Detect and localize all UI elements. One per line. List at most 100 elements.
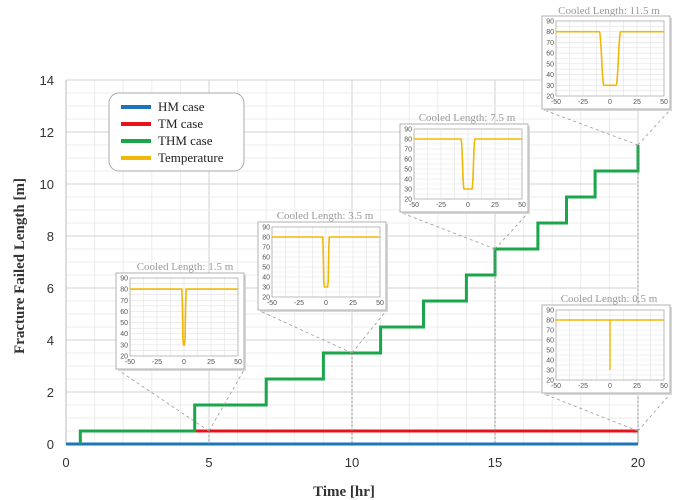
inset-y-tick: 40 xyxy=(546,358,554,365)
inset-y-tick: 80 xyxy=(262,235,270,242)
inset-x-tick: 50 xyxy=(376,300,384,307)
inset-y-tick: 70 xyxy=(404,147,412,154)
y-axis-title: Fracture Failed Length [m] xyxy=(12,178,28,354)
inset-chart: Cooled Length: 1.5 m 20 30 40 50 60 70 80 90 -50 -… xyxy=(115,261,246,371)
inset-title: Cooled Length: 1.5 m xyxy=(137,261,234,273)
inset-x-tick: 0 xyxy=(182,359,186,366)
leader-line xyxy=(637,109,671,146)
inset-x-tick: -50 xyxy=(125,359,135,366)
inset-y-tick: 50 xyxy=(546,348,554,355)
inset-y-tick: 60 xyxy=(546,338,554,345)
y-tick-label: 2 xyxy=(47,385,54,400)
inset-y-tick: 40 xyxy=(262,275,270,282)
inset-plot-area xyxy=(413,128,523,200)
inset-y-tick: 90 xyxy=(546,308,554,315)
inset-x-tick: -50 xyxy=(551,383,561,390)
inset-y-tick: 60 xyxy=(120,309,128,316)
inset-y-tick: 90 xyxy=(404,127,412,134)
insets: Cooled Length: 1.5 m 20 30 40 50 60 70 80 90 -50 -… xyxy=(115,5,672,395)
inset-x-tick: 25 xyxy=(633,99,641,106)
inset-title: Cooled Length: 0.5 m xyxy=(561,293,658,305)
leader-line xyxy=(543,109,639,146)
inset-y-tick: 80 xyxy=(546,29,554,36)
legend-box xyxy=(108,92,245,172)
inset-chart: Cooled Length: 7.5 m 20 30 40 50 60 70 80 90 -50 -… xyxy=(399,112,530,214)
inset-plot-area xyxy=(555,309,665,381)
inset-y-tick: 40 xyxy=(546,72,554,79)
inset-y-tick: 50 xyxy=(546,61,554,68)
leader-line xyxy=(401,212,496,250)
inset-x-tick: -25 xyxy=(152,359,162,366)
inset-x-tick: 25 xyxy=(633,383,641,390)
x-tick-label: 15 xyxy=(488,455,502,470)
inset-y-tick: 20 xyxy=(546,94,554,101)
leader-line xyxy=(259,310,353,354)
inset-y-tick: 70 xyxy=(262,245,270,252)
inset-x-tick: -25 xyxy=(578,383,588,390)
x-tick-label: 0 xyxy=(62,455,69,470)
inset-x-tick: -25 xyxy=(578,99,588,106)
y-tick-label: 0 xyxy=(47,437,54,452)
inset-y-tick: 30 xyxy=(404,187,412,194)
inset-y-tick: 60 xyxy=(546,51,554,58)
inset-y-tick: 70 xyxy=(546,40,554,47)
legend-label: THM case xyxy=(158,133,213,148)
y-tick-label: 6 xyxy=(47,281,54,296)
inset-title: Cooled Length: 11.5 m xyxy=(558,5,660,17)
inset-title: Cooled Length: 3.5 m xyxy=(277,210,374,222)
x-tick-label: 20 xyxy=(631,455,645,470)
inset-x-tick: 25 xyxy=(349,300,357,307)
inset-plot-area xyxy=(555,20,665,97)
inset-x-tick: 25 xyxy=(491,202,499,209)
inset-plot-area xyxy=(271,226,381,298)
y-tick-label: 12 xyxy=(40,125,54,140)
inset-x-tick: 0 xyxy=(608,99,612,106)
inset-x-tick: 0 xyxy=(466,202,470,209)
inset-y-tick: 50 xyxy=(120,320,128,327)
inset-y-tick: 30 xyxy=(262,285,270,292)
inset-chart: Cooled Length: 0.5 m 20 30 40 50 60 70 80 90 -50 -… xyxy=(541,293,672,395)
y-tick-label: 10 xyxy=(40,177,54,192)
inset-y-tick: 60 xyxy=(404,157,412,164)
x-tick-label: 10 xyxy=(345,455,359,470)
x-axis-title: Time [hr] xyxy=(313,484,375,500)
inset-y-tick: 50 xyxy=(262,265,270,272)
leader-line xyxy=(637,393,671,432)
inset-y-tick: 70 xyxy=(120,298,128,305)
inset-y-tick: 20 xyxy=(546,378,554,385)
inset-x-tick: -25 xyxy=(436,202,446,209)
inset-y-tick: 80 xyxy=(546,318,554,325)
inset-temperature-line xyxy=(272,236,380,288)
inset-x-tick: 25 xyxy=(207,359,215,366)
legend-label: HM case xyxy=(158,99,205,114)
inset-y-tick: 20 xyxy=(262,295,270,302)
inset-title: Cooled Length: 7.5 m xyxy=(419,112,516,124)
inset-y-tick: 90 xyxy=(546,19,554,26)
leader-line xyxy=(543,393,639,432)
inset-x-tick: 50 xyxy=(518,202,526,209)
inset-plot-area xyxy=(129,277,239,357)
inset-y-tick: 80 xyxy=(404,137,412,144)
y-tick-label: 4 xyxy=(47,333,54,348)
inset-x-tick: 50 xyxy=(234,359,242,366)
inset-y-tick: 20 xyxy=(120,354,128,361)
inset-y-tick: 30 xyxy=(546,83,554,90)
inset-y-tick: 60 xyxy=(262,255,270,262)
y-tick-label: 8 xyxy=(47,229,54,244)
inset-temperature-line xyxy=(414,138,522,190)
inset-y-tick: 40 xyxy=(404,177,412,184)
legend-label: TM case xyxy=(158,116,203,131)
inset-y-tick: 50 xyxy=(404,167,412,174)
leader-line xyxy=(494,212,529,250)
inset-y-tick: 30 xyxy=(120,342,128,349)
inset-x-tick: -50 xyxy=(551,99,561,106)
inset-x-tick: -50 xyxy=(267,300,277,307)
inset-x-tick: -25 xyxy=(294,300,304,307)
inset-chart: Cooled Length: 11.5 m 20 30 40 50 60 70 80 90 -50… xyxy=(541,5,672,111)
inset-x-tick: 50 xyxy=(660,383,668,390)
leader-line xyxy=(117,369,210,432)
inset-y-tick: 40 xyxy=(120,331,128,338)
inset-y-tick: 90 xyxy=(262,225,270,232)
inset-y-tick: 20 xyxy=(404,197,412,204)
